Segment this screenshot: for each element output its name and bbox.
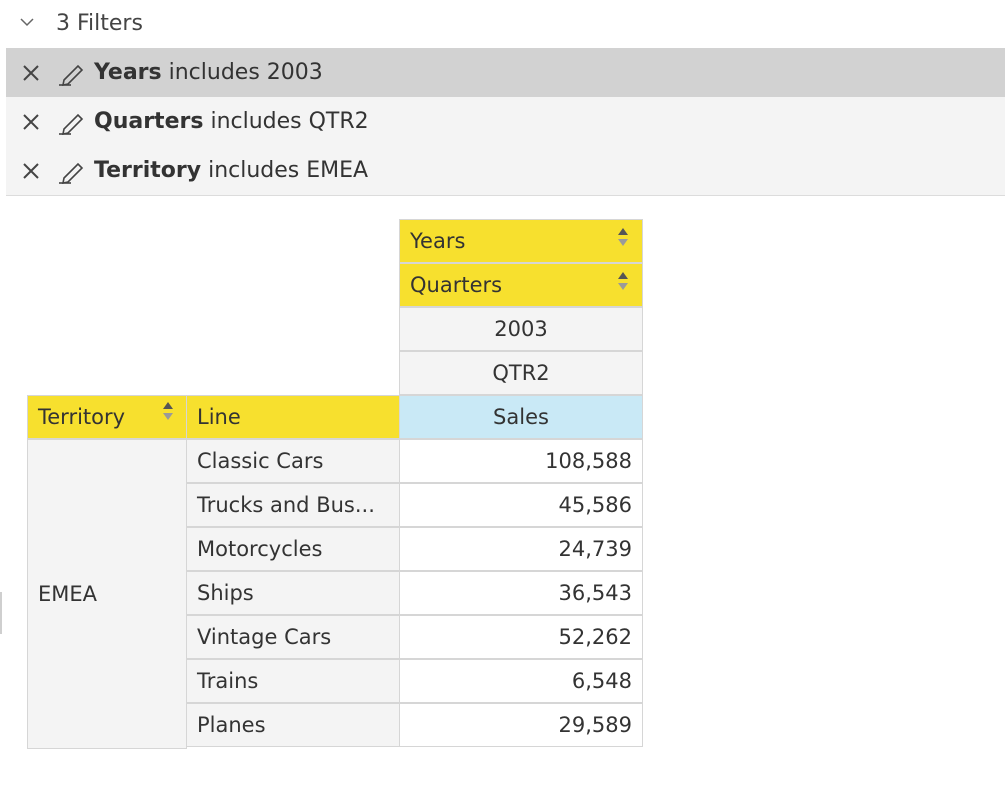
measure-label: Sales — [493, 405, 549, 429]
pencil-icon[interactable] — [58, 60, 88, 86]
line-cell: Planes — [186, 703, 400, 747]
sort-icon[interactable] — [617, 270, 629, 294]
territory-value: EMEA — [38, 582, 98, 606]
pencil-icon[interactable] — [58, 158, 88, 184]
sales-value: 45,586 — [558, 493, 632, 517]
territory-cell: EMEA — [27, 439, 187, 749]
chevron-down-icon — [20, 18, 34, 27]
sales-value: 52,262 — [558, 625, 632, 649]
sales-cell[interactable]: 52,262 — [399, 615, 643, 659]
sales-value: 29,589 — [558, 713, 632, 737]
close-icon[interactable] — [22, 64, 40, 82]
filter-field-name: Quarters — [94, 109, 204, 134]
filters-toggle[interactable]: 3 Filters — [20, 6, 143, 40]
line-label: Ships — [197, 581, 254, 605]
filter-condition: includes QTR2 — [210, 109, 369, 134]
close-icon[interactable] — [22, 162, 40, 180]
line-label: Motorcycles — [197, 537, 323, 561]
sales-cell[interactable]: 29,589 — [399, 703, 643, 747]
col-field-label: Years — [410, 229, 466, 253]
col-field-label: Quarters — [410, 273, 503, 297]
line-cell: Ships — [186, 571, 400, 615]
sales-cell[interactable]: 108,588 — [399, 439, 643, 483]
sort-icon[interactable] — [617, 226, 629, 250]
filter-list: Years includes 2003 Quarters includes QT… — [6, 48, 1005, 196]
line-label: Trucks and Bus... — [197, 493, 375, 517]
line-label: Vintage Cars — [197, 625, 332, 649]
col-header-quarter: QTR2 — [399, 351, 643, 395]
row-field-label: Line — [197, 405, 241, 429]
row-field-label: Territory — [38, 405, 126, 429]
year-value: 2003 — [494, 317, 548, 341]
sales-cell[interactable]: 6,548 — [399, 659, 643, 703]
measure-header-sales[interactable]: Sales — [399, 395, 643, 439]
sales-cell[interactable]: 45,586 — [399, 483, 643, 527]
filter-condition: includes EMEA — [208, 158, 369, 183]
line-label: Classic Cars — [197, 449, 324, 473]
filter-field-name: Years — [94, 60, 162, 85]
sales-value: 36,543 — [558, 581, 632, 605]
sales-value: 6,548 — [571, 669, 632, 693]
line-label: Trains — [197, 669, 259, 693]
row-field-territory[interactable]: Territory — [27, 395, 187, 439]
sales-cell[interactable]: 36,543 — [399, 571, 643, 615]
line-cell: Trains — [186, 659, 400, 703]
col-header-year: 2003 — [399, 307, 643, 351]
filter-row-territory[interactable]: Territory includes EMEA — [6, 146, 1005, 195]
filter-condition: includes 2003 — [168, 60, 323, 85]
filter-row-quarters[interactable]: Quarters includes QTR2 — [6, 97, 1005, 146]
line-cell: Trucks and Bus... — [186, 483, 400, 527]
close-icon[interactable] — [22, 113, 40, 131]
col-field-years[interactable]: Years — [399, 219, 643, 263]
row-field-line[interactable]: Line — [186, 395, 400, 439]
quarter-value: QTR2 — [492, 361, 550, 385]
sales-value: 24,739 — [558, 537, 632, 561]
col-field-quarters[interactable]: Quarters — [399, 263, 643, 307]
sort-icon[interactable] — [162, 400, 174, 424]
line-cell: Classic Cars — [186, 439, 400, 483]
sales-value: 108,588 — [545, 449, 632, 473]
line-cell: Motorcycles — [186, 527, 400, 571]
filter-row-years[interactable]: Years includes 2003 — [6, 48, 1005, 97]
line-cell: Vintage Cars — [186, 615, 400, 659]
filter-field-name: Territory — [94, 158, 202, 183]
pencil-icon[interactable] — [58, 109, 88, 135]
scroll-indicator — [0, 592, 2, 634]
line-label: Planes — [197, 713, 266, 737]
filters-summary: 3 Filters — [56, 10, 143, 36]
sales-cell[interactable]: 24,739 — [399, 527, 643, 571]
